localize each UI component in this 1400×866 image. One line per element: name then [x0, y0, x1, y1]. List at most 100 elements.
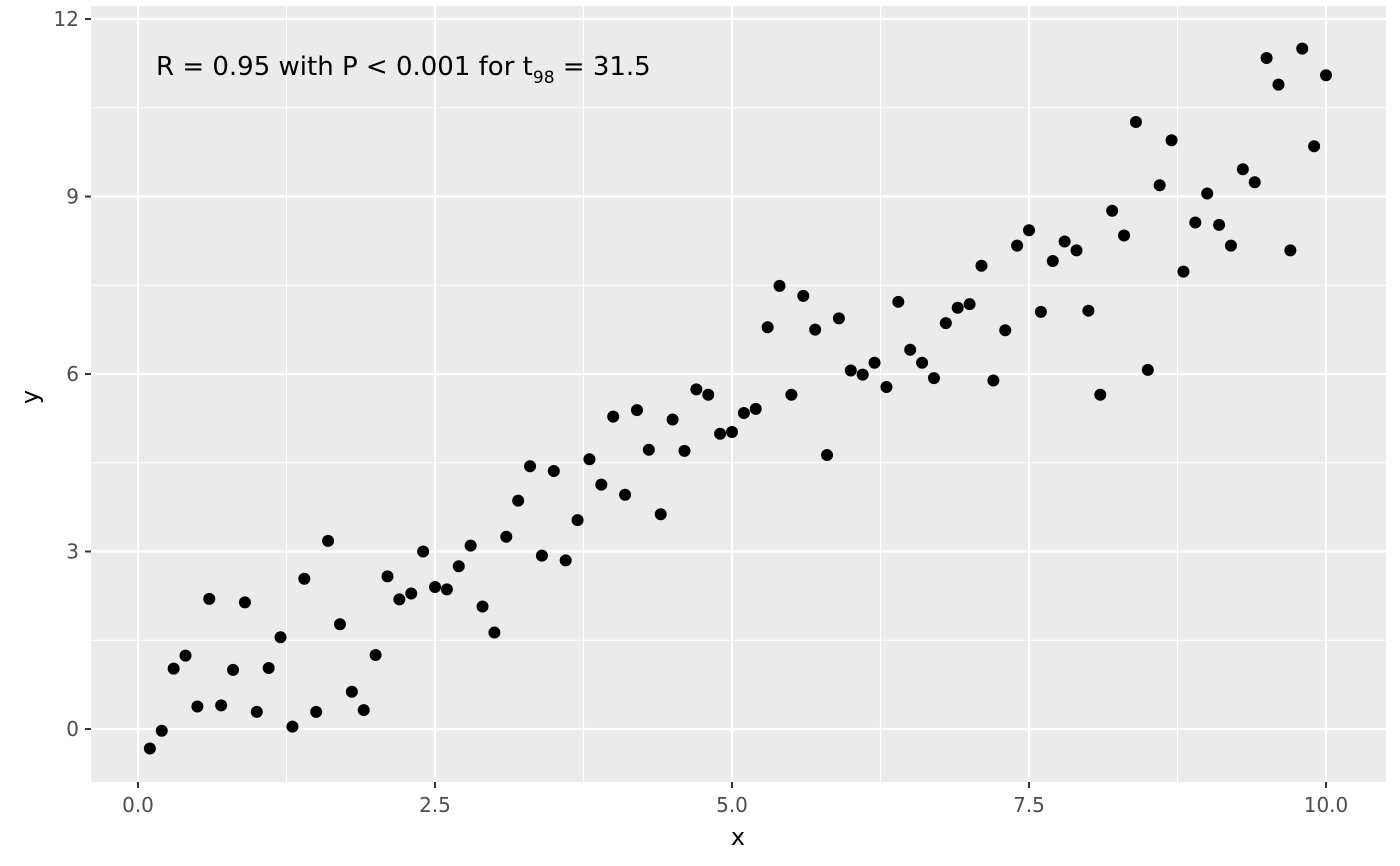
data-point [571, 514, 584, 527]
data-point [832, 312, 845, 325]
data-point [797, 289, 810, 302]
major-gridlines [91, 6, 1386, 782]
data-point [654, 508, 667, 521]
data-point [238, 596, 251, 609]
x-tick-label: 7.5 [1013, 793, 1045, 817]
data-point [1177, 265, 1190, 278]
data-point [951, 301, 964, 314]
data-point [1094, 388, 1107, 401]
y-tick-label: 6 [66, 362, 79, 386]
data-point [167, 662, 180, 675]
data-point [1272, 78, 1285, 91]
data-point [1224, 239, 1237, 252]
data-point [535, 549, 548, 562]
annotation-text: R = 0.95 with P < 0.001 for t98 = 31.5 [156, 52, 651, 88]
data-point [429, 581, 441, 593]
data-point [690, 383, 703, 396]
data-point [322, 534, 335, 547]
data-point [880, 381, 893, 394]
data-point [987, 374, 1000, 387]
y-tick-label: 0 [66, 717, 79, 741]
y-axis-ticks: 0 3 6 9 12 [54, 7, 91, 741]
data-point [619, 488, 632, 501]
data-point [440, 583, 453, 596]
data-point [512, 494, 525, 507]
data-point [488, 626, 501, 639]
annotation-tail: = 31.5 [555, 52, 651, 82]
data-point [1034, 305, 1047, 318]
data-point [939, 317, 952, 330]
y-axis-title: y [16, 390, 44, 404]
y-tick-label: 12 [54, 7, 79, 31]
plot-panel [91, 6, 1386, 782]
data-point [381, 570, 394, 583]
data-point [357, 704, 370, 717]
data-point [868, 356, 881, 369]
data-point [452, 560, 465, 573]
data-point [1082, 304, 1095, 317]
data-point [583, 453, 596, 466]
data-point [856, 368, 869, 381]
x-tick-label: 10.0 [1304, 793, 1349, 817]
data-point [1058, 235, 1071, 248]
data-point [1011, 239, 1024, 252]
minor-gridlines [91, 6, 1386, 782]
data-point [749, 402, 762, 415]
data-point [369, 649, 382, 662]
data-point [286, 720, 299, 733]
data-point [737, 407, 750, 420]
data-point [904, 343, 917, 356]
data-point [191, 700, 204, 713]
data-point [1141, 363, 1154, 376]
data-point [630, 404, 643, 417]
data-point [916, 356, 929, 369]
data-point [1320, 69, 1332, 82]
data-point [844, 364, 857, 377]
data-point [678, 444, 691, 457]
data-points [143, 42, 1332, 755]
data-point [975, 259, 988, 272]
data-point [203, 592, 216, 605]
data-point [595, 478, 608, 491]
data-point [666, 413, 679, 426]
data-point [143, 742, 156, 755]
data-point [1189, 216, 1202, 229]
data-point [547, 465, 560, 478]
data-point [809, 323, 822, 336]
data-point [274, 631, 287, 644]
data-point [262, 662, 275, 675]
x-axis-title: x [731, 823, 745, 851]
data-point [417, 545, 430, 558]
data-point [215, 699, 228, 712]
data-point [250, 705, 263, 718]
data-point [999, 324, 1012, 337]
data-point [892, 295, 905, 308]
x-tick-label: 0.0 [122, 793, 154, 817]
data-point [1023, 224, 1035, 237]
data-point [476, 600, 489, 613]
data-point [559, 554, 572, 567]
data-point [1284, 244, 1297, 257]
x-tick-label: 2.5 [419, 793, 451, 817]
data-point [464, 539, 477, 552]
data-point [1260, 52, 1273, 65]
data-point [963, 298, 976, 311]
data-point [1308, 140, 1321, 153]
data-point [1165, 134, 1178, 147]
data-point [393, 593, 406, 606]
data-point [227, 663, 240, 676]
x-tick-label: 5.0 [716, 793, 748, 817]
data-point [1201, 187, 1214, 200]
data-point [1213, 218, 1226, 231]
annotation-subscript: 98 [533, 68, 555, 88]
data-point [1046, 254, 1059, 267]
data-point [642, 443, 655, 456]
data-point [405, 587, 418, 600]
data-point [1236, 163, 1249, 176]
data-point [1248, 176, 1261, 189]
data-point [500, 530, 513, 543]
data-point [333, 618, 346, 631]
data-point [607, 410, 620, 423]
data-point [1296, 42, 1309, 55]
data-point [726, 425, 738, 438]
